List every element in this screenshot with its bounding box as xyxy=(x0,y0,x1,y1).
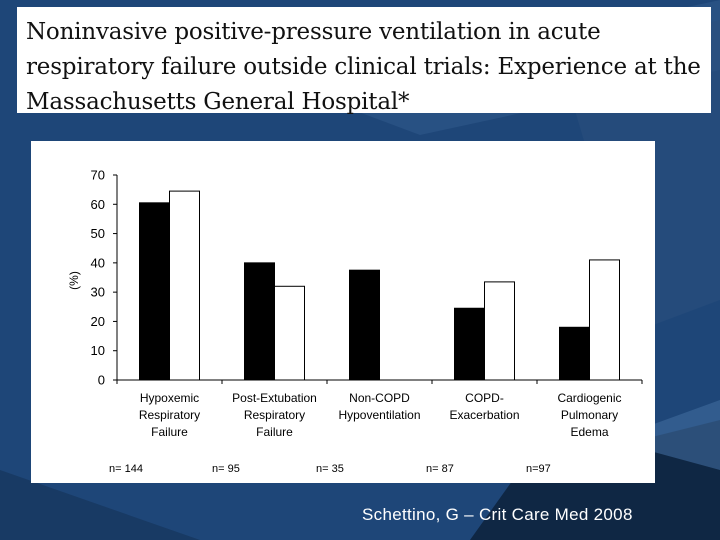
bar xyxy=(139,202,170,381)
slide-title: Noninvasive positive-pressure ventilatio… xyxy=(26,19,701,115)
sample-size-label: n= 95 xyxy=(212,463,240,475)
bar xyxy=(349,269,380,381)
sample-size-label: n= 87 xyxy=(426,463,454,475)
bar-chart: 0 10 20 30 40 50 60 70 (%) xyxy=(67,168,643,388)
y-tick-label: 0 xyxy=(98,373,105,388)
x-category-label: Non-COPD Hypoventilation xyxy=(338,391,421,422)
y-tick-label: 50 xyxy=(91,226,105,241)
sample-size-label: n= 35 xyxy=(316,463,344,475)
y-tick-label: 10 xyxy=(91,343,105,358)
x-category-label: Post-Extubation Respiratory Failure xyxy=(232,391,317,439)
bar xyxy=(169,190,200,381)
title-box: Noninvasive positive-pressure ventilatio… xyxy=(17,7,711,115)
y-tick-label: 30 xyxy=(91,285,105,300)
y-tick-label: 40 xyxy=(91,255,105,270)
y-tick-label: 20 xyxy=(91,314,105,329)
bar xyxy=(454,307,485,381)
y-axis-label: (%) xyxy=(67,271,81,290)
y-tick-label: 70 xyxy=(91,168,105,183)
citation: Schettino, G – Crit Care Med 2008 xyxy=(362,505,633,524)
y-tick-label: 60 xyxy=(91,197,105,212)
bar xyxy=(274,285,305,381)
sample-size-label: n= 144 xyxy=(109,463,143,475)
x-category-label: Hypoxemic Respiratory Failure xyxy=(138,391,201,439)
bar xyxy=(589,259,620,381)
x-category-label: Cardiogenic Pulmonary Edema xyxy=(557,391,622,439)
x-category-label: COPD- Exacerbation xyxy=(449,391,520,422)
bar xyxy=(559,326,590,381)
bar xyxy=(244,262,275,381)
chart-panel: 0 10 20 30 40 50 60 70 (%) Hypoxemic Respiratory F… xyxy=(31,141,655,483)
bar xyxy=(484,281,515,381)
sample-size-label: n=97 xyxy=(526,463,551,475)
